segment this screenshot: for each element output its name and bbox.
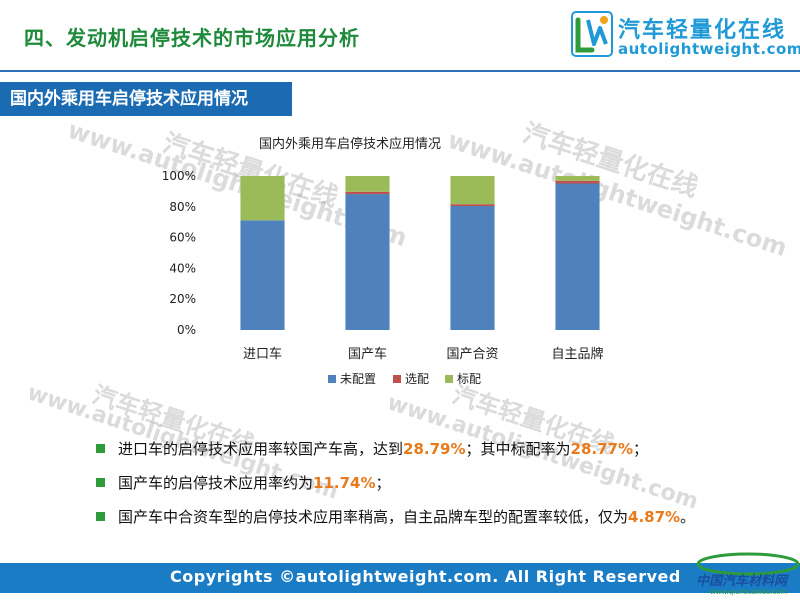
legend-label: 标配 [457, 372, 481, 386]
footer-logo-en: www.qichecailiao.com [710, 588, 787, 596]
legend-swatch [445, 375, 453, 383]
bar-segment [240, 220, 284, 330]
bullet-square-icon [96, 512, 105, 521]
legend-swatch [328, 375, 336, 383]
y-tick-label: 40% [169, 261, 196, 275]
bar-segment [345, 176, 389, 192]
footer-bar: Copyrights ©autolightweight.com. All Rig… [0, 563, 800, 593]
legend-swatch [393, 375, 401, 383]
list-item: 国产车的启停技术应用率约为11.74%； [96, 466, 776, 500]
x-tick-label: 国产合资 [446, 347, 498, 362]
y-tick-label: 80% [169, 200, 196, 214]
y-tick-label: 0% [177, 323, 196, 337]
highlight-value: 28.77% [571, 440, 633, 458]
list-item: 进口车的启停技术应用率较国产车高，达到28.79%；其中标配率为28.77%； [96, 432, 776, 466]
bar-segment [555, 181, 599, 184]
page-title: 四、发动机启停技术的市场应用分析 [24, 22, 360, 51]
section-title: 国内外乘用车启停技术应用情况 [0, 82, 292, 116]
chart-title: 国内外乘用车启停技术应用情况 [259, 136, 441, 152]
y-tick-label: 60% [169, 231, 196, 245]
legend-label: 选配 [405, 372, 429, 386]
highlight-value: 28.79% [403, 440, 465, 458]
bar-segment [450, 204, 494, 206]
highlight-value: 11.74% [313, 474, 375, 492]
bar-segment [345, 192, 389, 194]
bullet-square-icon [96, 444, 105, 453]
x-tick-label: 自主品牌 [551, 346, 603, 362]
bar-segment [450, 206, 494, 330]
findings-list: 进口车的启停技术应用率较国产车高，达到28.79%；其中标配率为28.77%； … [96, 432, 776, 534]
footer-logo[interactable]: 中国汽车材料网 www.qichecailiao.com [688, 550, 800, 599]
bar-segment [555, 183, 599, 330]
copyright-text: Copyrights ©autolightweight.com. All Rig… [170, 567, 681, 586]
footer-logo-cn: 中国汽车材料网 [696, 570, 787, 589]
bar-segment [240, 176, 284, 220]
bar-segment [555, 176, 599, 181]
site-logo[interactable]: 汽车轻量化在线 autolightweight.com [568, 6, 794, 64]
stacked-bar-chart: 国内外乘用车启停技术应用情况 0% 20% 40% 60% 80% 100% 进口车 国产车… [150, 128, 650, 398]
list-item: 国产车中合资车型的启停技术应用率稍高，自主品牌车型的配置率较低，仅为4.87%。 [96, 500, 776, 534]
x-tick-label: 国产车 [348, 346, 387, 362]
bar-segment [450, 176, 494, 204]
highlight-value: 4.87% [628, 508, 680, 526]
x-tick-label: 进口车 [243, 346, 282, 362]
logo-text-en: autolightweight.com [618, 40, 800, 58]
logo-mark-icon [570, 10, 614, 58]
header-divider [0, 70, 800, 72]
y-tick-label: 100% [162, 169, 196, 183]
bar-segment [345, 194, 389, 330]
bullet-square-icon [96, 478, 105, 487]
legend-label: 未配置 [340, 372, 376, 386]
y-tick-label: 20% [169, 292, 196, 306]
